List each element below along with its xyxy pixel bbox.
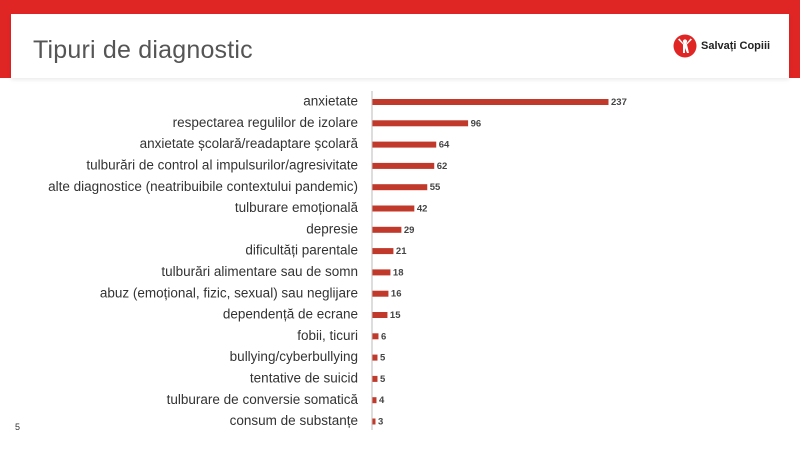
- top-accent-bar: [0, 0, 800, 14]
- left-accent-bar: [0, 14, 11, 78]
- category-label: tulburări de control al impulsurilor/agr…: [86, 157, 358, 172]
- data-label: 16: [391, 289, 402, 300]
- data-label: 29: [404, 225, 415, 236]
- bar: [372, 312, 388, 318]
- bar: [372, 162, 435, 169]
- category-label: tulburare emoțională: [235, 200, 359, 215]
- right-accent-bar: [789, 14, 800, 78]
- category-label: anxietate școlară/readaptare școlară: [140, 136, 359, 151]
- bar: [372, 354, 378, 361]
- bar: [372, 269, 391, 276]
- category-label: tulburare de conversie somatică: [167, 392, 359, 407]
- data-label: 237: [611, 97, 627, 108]
- bar: [372, 205, 415, 212]
- data-label: 21: [396, 246, 407, 257]
- data-label: 5: [380, 374, 386, 385]
- bar: [372, 120, 469, 127]
- data-label: 4: [379, 395, 385, 406]
- slide-title: Tipuri de diagnostic: [33, 36, 253, 64]
- category-label: tentative de suicid: [250, 370, 358, 385]
- data-label: 5: [380, 353, 386, 364]
- data-label: 15: [390, 310, 401, 321]
- category-label: anxietate: [303, 94, 358, 109]
- data-label: 42: [417, 204, 428, 215]
- bar: [372, 226, 402, 233]
- salvati-copiii-logo-icon: [673, 34, 697, 58]
- category-label: bullying/cyberbullying: [230, 349, 358, 364]
- data-label: 3: [378, 417, 383, 428]
- data-label: 55: [430, 182, 441, 193]
- category-label: dependență de ecrane: [223, 307, 358, 322]
- category-label: tulburări alimentare sau de somn: [161, 264, 358, 279]
- logo: Salvați Copiii: [673, 29, 770, 63]
- category-label: consum de substanțe: [230, 413, 358, 428]
- bar: [372, 290, 389, 297]
- category-label: depresie: [306, 221, 358, 236]
- bar: [372, 99, 609, 105]
- category-label: respectarea regulilor de izolare: [173, 115, 358, 130]
- slide-header: Tipuri de diagnostic Salvați Copiii: [11, 14, 789, 78]
- data-label: 64: [439, 140, 450, 151]
- bar: [372, 141, 437, 148]
- logo-text: Salvați Copiii: [701, 40, 771, 52]
- bar: [372, 418, 376, 425]
- bar: [372, 248, 394, 255]
- bar: [372, 397, 377, 404]
- data-label: 6: [381, 331, 386, 342]
- category-label: fobii, ticuri: [297, 328, 358, 343]
- category-label: alte diagnostice (neatribuibile contextu…: [48, 179, 358, 194]
- data-label: 62: [437, 161, 448, 172]
- bar-chart: anxietate 237 respectarea regulilor de izo…: [48, 91, 627, 430]
- data-label: 96: [471, 118, 482, 129]
- data-label: 18: [393, 267, 404, 278]
- category-label: dificultăți parentale: [245, 243, 358, 258]
- category-label: abuz (emoțional, fizic, sexual) sau negl…: [100, 285, 358, 300]
- bar: [372, 333, 379, 340]
- bar: [372, 375, 378, 382]
- page-number: 5: [15, 422, 21, 432]
- bar: [372, 184, 428, 191]
